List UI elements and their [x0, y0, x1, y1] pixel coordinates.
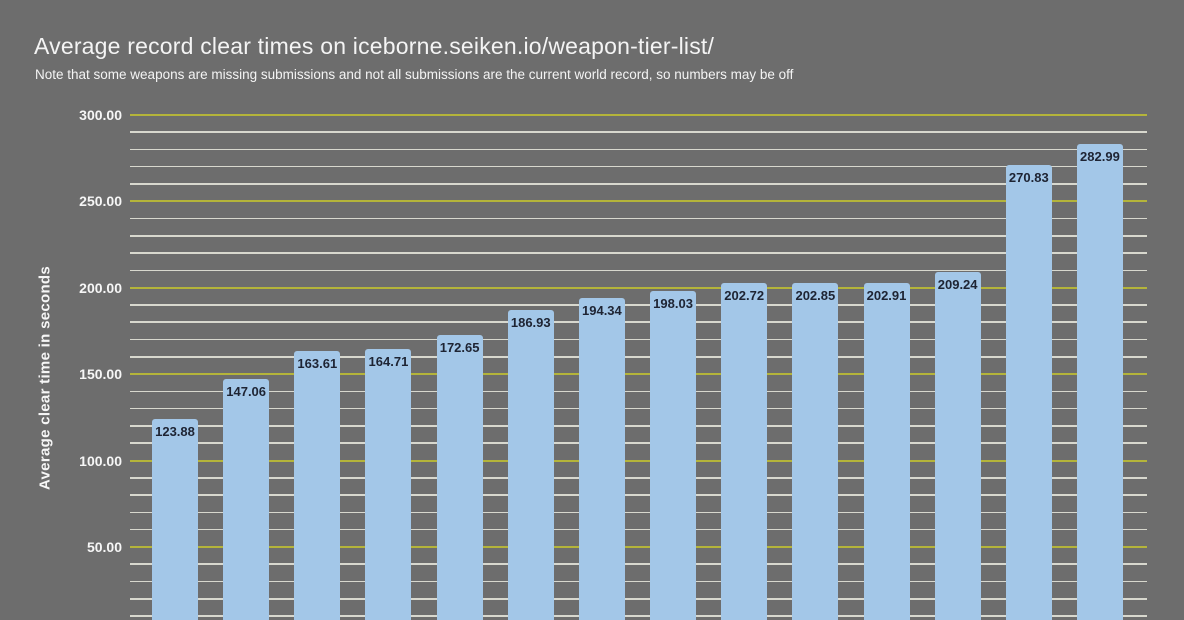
bar-value-label: 172.65 [439, 340, 480, 356]
gridline-major [130, 373, 1147, 376]
y-tick-label: 100.00 [79, 452, 122, 469]
gridline-major [130, 286, 1147, 289]
bar[interactable]: 209.24 [934, 271, 981, 620]
y-tick-label: 50.00 [86, 539, 122, 556]
bar[interactable]: 147.06 [223, 379, 270, 620]
bar[interactable]: 186.93 [507, 310, 554, 620]
bar-value-label: 164.71 [368, 353, 409, 369]
gridline-minor [130, 390, 1147, 393]
gridline-minor [130, 442, 1147, 444]
gridline-minor [130, 528, 1147, 531]
bar[interactable]: 198.03 [650, 291, 697, 620]
bar-value-label: 186.93 [510, 315, 551, 331]
gridline-minor [130, 476, 1147, 479]
plot-area: 123.88 147.06 163.61 164.71 172.65 186.93 194.… [130, 0, 1147, 620]
bar-value-label: 147.06 [226, 384, 267, 400]
bar-value-label: 198.03 [653, 296, 693, 312]
bar-value-label: 202.85 [795, 287, 836, 303]
bar[interactable]: 194.34 [578, 297, 625, 620]
gridline-minor [130, 217, 1147, 220]
gridline-minor [130, 597, 1147, 600]
gridline-minor [130, 148, 1147, 151]
chart-title: Average record clear times on iceborne.s… [34, 33, 715, 59]
gridline-minor [130, 131, 1147, 133]
gridline-minor [130, 580, 1147, 583]
gridline-minor [130, 183, 1147, 185]
gridline-minor [130, 234, 1147, 237]
gridline-minor [130, 407, 1147, 410]
gridline-minor [130, 355, 1147, 358]
bar[interactable]: 164.71 [365, 348, 412, 620]
gridline-minor [130, 494, 1147, 496]
gridline-minor [130, 338, 1147, 341]
gridline-minor [130, 425, 1147, 427]
chart-subtitle: Note that some weapons are missing submi… [35, 67, 794, 82]
bar[interactable]: 123.88 [152, 419, 198, 620]
bar[interactable]: 270.83 [1005, 165, 1052, 620]
gridline-minor [130, 615, 1147, 617]
bar[interactable]: 202.91 [863, 282, 910, 620]
bar[interactable]: 202.85 [792, 282, 839, 620]
y-tick-label: 250.00 [79, 193, 122, 210]
y-tick-label: 300.00 [79, 107, 122, 123]
bar[interactable]: 172.65 [436, 335, 483, 620]
bar[interactable]: 282.99 [1076, 144, 1123, 620]
gridline-minor [130, 252, 1147, 254]
gridline-major [130, 114, 1147, 116]
bar-value-label: 270.83 [1008, 170, 1049, 186]
y-tick-label: 150.00 [79, 366, 122, 383]
bar-value-label: 209.24 [937, 276, 978, 292]
gridline-major [130, 546, 1147, 549]
bar-value-label: 282.99 [1080, 149, 1120, 165]
bar[interactable]: 202.72 [721, 283, 768, 620]
gridline-minor [130, 563, 1147, 565]
gridline-major [130, 459, 1147, 462]
bar-value-label: 163.61 [297, 355, 338, 371]
gridline-minor [130, 304, 1147, 306]
gridline-major [130, 200, 1147, 203]
gridline-minor [130, 269, 1147, 272]
gridline-minor [130, 511, 1147, 514]
bar-value-label: 123.88 [155, 424, 195, 440]
bar-value-label: 202.72 [724, 288, 765, 304]
bar-value-label: 202.91 [866, 287, 907, 303]
bar-value-label: 194.34 [582, 302, 622, 318]
y-tick-label: 200.00 [79, 279, 122, 296]
gridline-minor [130, 321, 1147, 323]
bar[interactable]: 163.61 [294, 350, 341, 620]
gridline-minor [130, 165, 1147, 168]
